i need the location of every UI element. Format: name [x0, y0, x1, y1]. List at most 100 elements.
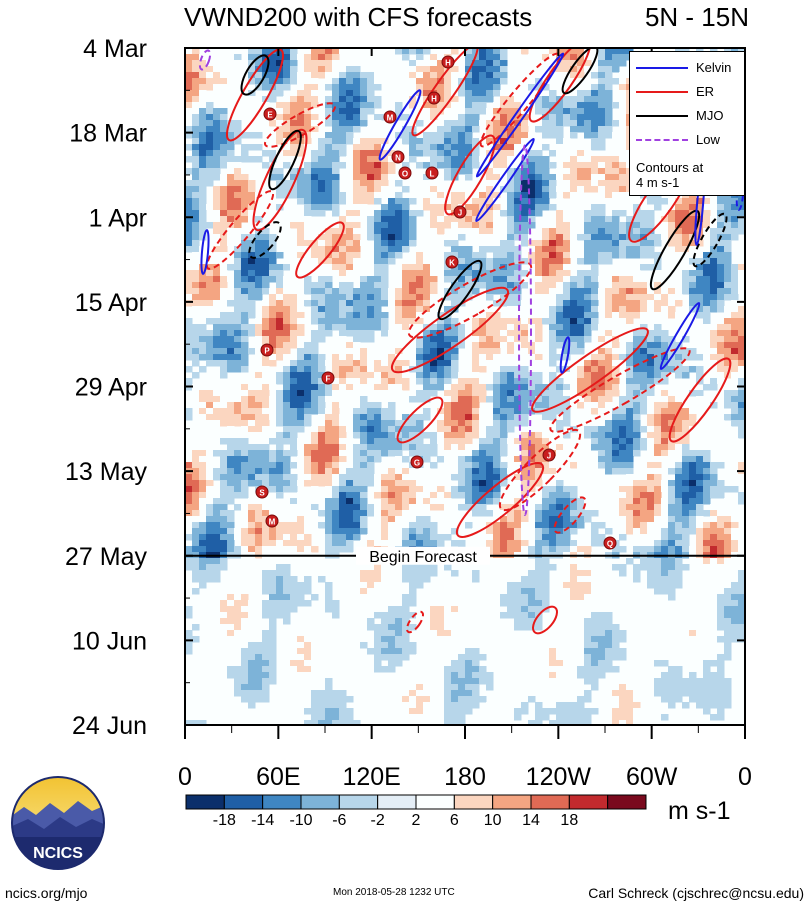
field-cell [388, 240, 396, 247]
field-cell [717, 366, 725, 373]
field-cell [458, 252, 466, 259]
field-cell [395, 384, 403, 391]
field-cell [500, 366, 508, 373]
field-cell [493, 474, 501, 481]
field-cell [381, 378, 389, 385]
field-cell [458, 150, 466, 157]
field-cell [563, 66, 571, 73]
field-cell [661, 408, 669, 415]
field-cell [563, 246, 571, 253]
field-cell [563, 348, 571, 355]
field-cell [605, 336, 613, 343]
field-cell [262, 444, 270, 451]
field-cell [528, 72, 536, 79]
field-cell [346, 354, 354, 361]
field-cell [549, 348, 557, 355]
field-cell [192, 60, 200, 67]
field-cell [416, 96, 424, 103]
field-cell [703, 432, 711, 439]
field-cell [318, 324, 326, 331]
field-cell [318, 150, 326, 157]
field-cell [542, 180, 550, 187]
field-cell [220, 222, 228, 229]
field-cell [388, 210, 396, 217]
field-cell [598, 306, 606, 313]
field-cell [332, 432, 340, 439]
field-cell [423, 468, 431, 475]
field-cell [710, 354, 718, 361]
field-cell [654, 480, 662, 487]
field-cell [416, 258, 424, 265]
field-cell [199, 150, 207, 157]
field-cell [409, 510, 417, 517]
field-cell [549, 318, 557, 325]
field-cell [353, 378, 361, 385]
field-cell [318, 294, 326, 301]
field-cell [661, 372, 669, 379]
field-cell [626, 300, 634, 307]
field-cell [199, 276, 207, 283]
field-cell [563, 144, 571, 151]
field-cell [549, 252, 557, 259]
field-cell [626, 420, 634, 427]
field-cell [437, 210, 445, 217]
field-cell [416, 450, 424, 457]
field-cell [332, 384, 340, 391]
field-cell [486, 258, 494, 265]
field-cell [206, 426, 214, 433]
field-cell [409, 414, 417, 421]
field-cell [472, 408, 480, 415]
field-cell [220, 480, 228, 487]
field-cell [332, 54, 340, 61]
field-cell [451, 270, 459, 277]
field-cell [262, 426, 270, 433]
field-cell [465, 342, 473, 349]
field-cell [381, 132, 389, 139]
field-cell [311, 378, 319, 385]
field-cell [577, 366, 585, 373]
field-cell [654, 318, 662, 325]
field-cell [227, 444, 235, 451]
field-cell [549, 414, 557, 421]
field-cell [255, 360, 263, 367]
field-cell [395, 342, 403, 349]
title-text: VWND200 with CFS forecasts [184, 2, 533, 32]
field-cell [304, 162, 312, 169]
field-cell [661, 420, 669, 427]
field-cell [689, 210, 697, 217]
field-cell [220, 120, 228, 127]
field-cell [647, 372, 655, 379]
field-cell [731, 312, 739, 319]
field-cell [262, 162, 270, 169]
field-cell [444, 330, 452, 337]
field-cell [542, 270, 550, 277]
field-cell [192, 306, 200, 313]
field-cell [423, 294, 431, 301]
field-cell [346, 300, 354, 307]
field-cell [535, 444, 543, 451]
field-cell [528, 396, 536, 403]
field-cell [619, 312, 627, 319]
field-cell [633, 372, 641, 379]
field-cell [647, 480, 655, 487]
field-cell [654, 276, 662, 283]
field-cell [367, 432, 375, 439]
field-cell [591, 84, 599, 91]
field-cell [696, 486, 704, 493]
field-cell [675, 360, 683, 367]
field-cell [584, 270, 592, 277]
field-cell [619, 132, 627, 139]
field-cell [402, 48, 410, 55]
field-cell [717, 324, 725, 331]
field-cell [311, 306, 319, 313]
field-cell [577, 162, 585, 169]
field-cell [206, 390, 214, 397]
field-cell [465, 156, 473, 163]
field-cell [234, 330, 242, 337]
field-cell [486, 510, 494, 517]
field-cell [549, 390, 557, 397]
field-cell [591, 90, 599, 97]
field-cell [269, 270, 277, 277]
field-cell [220, 234, 228, 241]
field-cell [556, 168, 564, 175]
